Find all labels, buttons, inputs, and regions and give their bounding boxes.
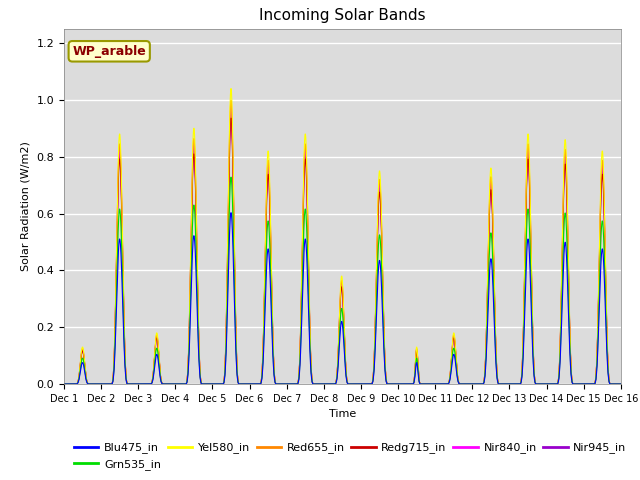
Nir945_in: [616, 381, 624, 387]
Grn535_in: [617, 381, 625, 387]
Nir840_in: [436, 381, 444, 387]
Blu475_in: [160, 381, 168, 387]
Grn535_in: [616, 381, 624, 387]
Red655_in: [499, 381, 507, 387]
Red655_in: [60, 381, 68, 387]
Yel580_in: [499, 381, 507, 387]
Nir945_in: [227, 109, 235, 115]
Blu475_in: [467, 381, 475, 387]
Blu475_in: [322, 381, 330, 387]
Line: Redg715_in: Redg715_in: [64, 118, 621, 384]
Redg715_in: [467, 381, 475, 387]
Blu475_in: [436, 381, 444, 387]
Yel580_in: [616, 381, 624, 387]
X-axis label: Time: Time: [329, 409, 356, 419]
Blu475_in: [617, 381, 625, 387]
Nir945_in: [617, 381, 625, 387]
Grn535_in: [160, 381, 168, 387]
Nir840_in: [60, 381, 68, 387]
Grn535_in: [467, 381, 475, 387]
Redg715_in: [617, 381, 625, 387]
Nir945_in: [160, 381, 168, 387]
Yel580_in: [467, 381, 475, 387]
Red655_in: [227, 97, 235, 103]
Line: Nir840_in: Nir840_in: [64, 106, 621, 384]
Red655_in: [436, 381, 444, 387]
Line: Nir945_in: Nir945_in: [64, 112, 621, 384]
Nir840_in: [467, 381, 475, 387]
Grn535_in: [60, 381, 68, 387]
Grn535_in: [499, 381, 507, 387]
Grn535_in: [227, 174, 235, 180]
Line: Red655_in: Red655_in: [64, 100, 621, 384]
Nir840_in: [499, 381, 507, 387]
Redg715_in: [322, 381, 330, 387]
Redg715_in: [616, 381, 624, 387]
Redg715_in: [227, 115, 235, 121]
Redg715_in: [499, 381, 507, 387]
Red655_in: [160, 381, 168, 387]
Nir840_in: [322, 381, 330, 387]
Yel580_in: [617, 381, 625, 387]
Red655_in: [322, 381, 330, 387]
Legend: Blu475_in, Grn535_in, Yel580_in, Red655_in, Redg715_in, Nir840_in, Nir945_in: Blu475_in, Grn535_in, Yel580_in, Red655_…: [70, 438, 631, 474]
Nir840_in: [160, 381, 168, 387]
Nir945_in: [60, 381, 68, 387]
Grn535_in: [322, 381, 330, 387]
Redg715_in: [160, 381, 168, 387]
Nir945_in: [499, 381, 507, 387]
Redg715_in: [60, 381, 68, 387]
Title: Incoming Solar Bands: Incoming Solar Bands: [259, 9, 426, 24]
Yel580_in: [160, 381, 168, 387]
Nir945_in: [436, 381, 444, 387]
Line: Yel580_in: Yel580_in: [64, 88, 621, 384]
Y-axis label: Solar Radiation (W/m2): Solar Radiation (W/m2): [21, 142, 31, 271]
Red655_in: [616, 381, 624, 387]
Yel580_in: [227, 85, 235, 91]
Blu475_in: [499, 381, 507, 387]
Yel580_in: [60, 381, 68, 387]
Yel580_in: [436, 381, 444, 387]
Text: WP_arable: WP_arable: [72, 45, 146, 58]
Blu475_in: [616, 381, 624, 387]
Nir840_in: [617, 381, 625, 387]
Redg715_in: [436, 381, 444, 387]
Yel580_in: [322, 381, 330, 387]
Nir945_in: [467, 381, 475, 387]
Blu475_in: [227, 210, 235, 216]
Nir945_in: [322, 381, 330, 387]
Red655_in: [617, 381, 625, 387]
Blu475_in: [60, 381, 68, 387]
Grn535_in: [436, 381, 444, 387]
Nir840_in: [227, 103, 235, 109]
Line: Grn535_in: Grn535_in: [64, 177, 621, 384]
Line: Blu475_in: Blu475_in: [64, 213, 621, 384]
Nir840_in: [616, 381, 624, 387]
Red655_in: [467, 381, 475, 387]
